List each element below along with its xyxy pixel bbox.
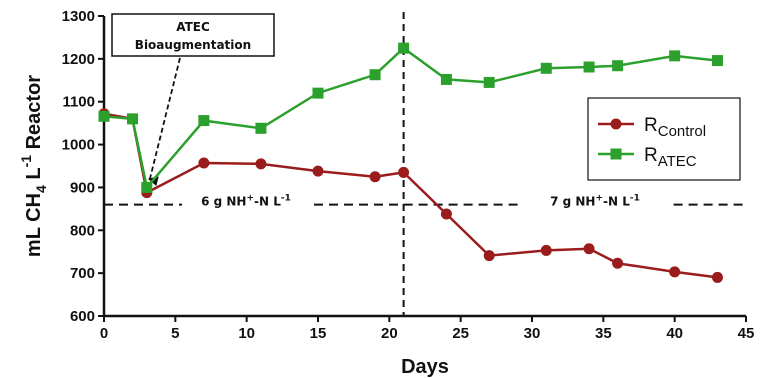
point-atec <box>141 181 153 193</box>
x-tick-label: 5 <box>171 325 179 342</box>
phase2-label: 7 g NH+-N L-1 <box>550 194 640 209</box>
y-tick-label: 1100 <box>62 94 95 111</box>
point-control <box>669 266 681 278</box>
x-tick-label: 10 <box>238 325 255 342</box>
y-tick-label: 1300 <box>62 8 95 25</box>
point-atec <box>540 62 552 74</box>
x-axis-label: Days <box>401 356 449 378</box>
point-atec <box>612 60 624 72</box>
x-tick-label: 0 <box>100 325 108 342</box>
point-control <box>255 158 267 170</box>
point-atec <box>583 61 595 73</box>
x-tick-label: 20 <box>381 325 398 342</box>
callout-arrow <box>147 57 181 187</box>
phase1-label: 6 g NH+-N L-1 <box>201 194 291 209</box>
point-atec <box>440 73 452 85</box>
y-axis-ticks: 600 700 800 900 1000 1100 1200 1300 <box>62 8 104 325</box>
phase2-label-bg <box>519 191 671 210</box>
point-control <box>540 244 552 256</box>
point-control <box>440 208 452 220</box>
legend-label-atec: RATEC <box>644 145 697 170</box>
phase1-label-bg <box>182 191 310 210</box>
point-control <box>312 165 324 177</box>
y-axis-label: mL CH4 L-1 Reactor <box>18 75 49 257</box>
x-tick-label: 30 <box>524 325 541 342</box>
point-atec <box>483 76 495 88</box>
legend-label-control: RControl <box>644 115 706 140</box>
y-tick-label: 600 <box>70 308 95 325</box>
x-tick-label: 25 <box>452 325 469 342</box>
legend-box <box>587 97 741 181</box>
callout-line1: ATEC <box>176 20 210 34</box>
x-tick-label: 35 <box>595 325 612 342</box>
x-tick-label: 40 <box>666 325 683 342</box>
callout-line2: Bioaugmentation <box>135 38 251 52</box>
legend-item-control: RControl <box>598 115 706 140</box>
legend-swatch-marker-control <box>610 118 622 130</box>
point-atec <box>369 69 381 81</box>
y-tick-label: 1000 <box>62 137 95 154</box>
y-tick-label: 1200 <box>62 51 95 68</box>
y-tick-label: 900 <box>70 179 95 196</box>
legend-swatch-marker-atec <box>610 148 622 160</box>
point-atec <box>98 110 110 122</box>
legend-item-atec: RATEC <box>598 145 697 170</box>
y-tick-label: 700 <box>70 265 95 282</box>
x-tick-label: 45 <box>738 325 755 342</box>
point-atec <box>669 50 681 62</box>
point-control <box>369 171 381 183</box>
point-control <box>711 271 723 283</box>
point-atec <box>127 113 139 125</box>
point-control <box>198 157 210 169</box>
series-layer <box>98 42 723 283</box>
point-atec <box>711 55 723 67</box>
point-control <box>483 250 495 262</box>
point-control <box>583 243 595 255</box>
x-tick-label: 15 <box>310 325 327 342</box>
point-control <box>398 166 410 178</box>
y-tick-label: 800 <box>70 222 95 239</box>
x-axis-ticks: 0 5 10 15 20 25 30 35 40 45 <box>100 316 755 342</box>
point-control <box>612 257 624 269</box>
point-atec <box>198 115 210 127</box>
bioaugmentation-callout-box <box>111 13 275 57</box>
point-atec <box>398 42 410 54</box>
point-atec <box>312 87 324 99</box>
point-atec <box>255 122 267 134</box>
